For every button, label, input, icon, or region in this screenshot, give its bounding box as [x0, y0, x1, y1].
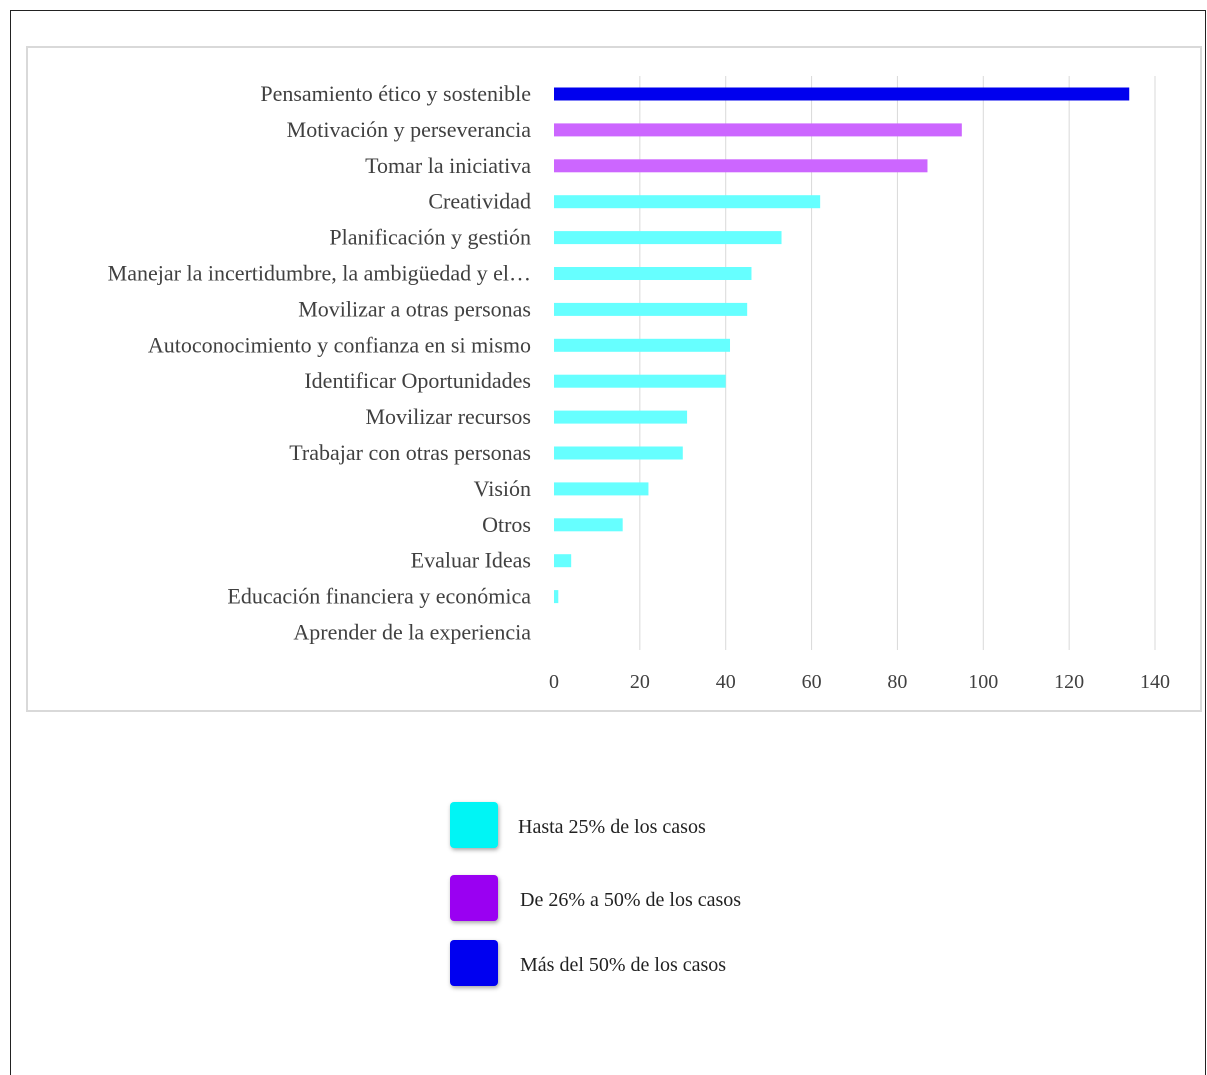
category-label-15: Aprender de la experiencia [293, 620, 531, 645]
category-label-7: Autoconocimiento y confianza en si mismo [148, 332, 531, 357]
legend-item-high: Más del 50% de los casos [448, 940, 868, 988]
legend-item-mid: De 26% a 50% de los casos [448, 875, 868, 923]
category-label-2: Tomar la iniciativa [365, 153, 531, 178]
category-label-13: Evaluar Ideas [411, 548, 531, 573]
category-label-11: Visión [474, 476, 531, 501]
x-tick-label-60: 60 [802, 671, 822, 693]
bar-5 [554, 267, 752, 280]
bar-6 [554, 302, 748, 316]
category-label-0: Pensamiento ético y sostenible [260, 81, 531, 106]
category-label-6: Movilizar a otras personas [298, 296, 531, 321]
bar-2 [554, 159, 928, 173]
category-label-4: Planificación y gestión [329, 225, 531, 250]
bar-1 [554, 123, 962, 137]
category-label-1: Motivación y perseverancia [287, 117, 532, 142]
x-tick-label-0: 0 [549, 671, 559, 693]
legend-swatch-mid [450, 875, 498, 921]
x-tick-label-100: 100 [968, 671, 998, 693]
outer-frame [10, 10, 1206, 1075]
category-label-14: Educación financiera y económica [227, 584, 531, 609]
category-label-12: Otros [482, 512, 531, 537]
bar-8 [554, 374, 726, 388]
x-tick-label-80: 80 [887, 671, 907, 693]
bar-0 [554, 87, 1130, 101]
x-tick-label-20: 20 [630, 671, 650, 693]
legend-label-high: Más del 50% de los casos [520, 954, 727, 976]
category-label-8: Identificar Oportunidades [304, 368, 531, 393]
legend-item-low: Hasta 25% de los casos [448, 802, 868, 850]
legend-label-mid: De 26% a 50% de los casos [520, 889, 742, 911]
category-label-9: Movilizar recursos [365, 404, 531, 429]
legend-swatch-low [450, 802, 498, 848]
category-label-10: Trabajar con otras personas [289, 440, 531, 465]
legend-swatch-high [450, 940, 498, 986]
bar-9 [554, 410, 688, 424]
bar-4 [554, 231, 782, 245]
category-label-3: Creatividad [428, 189, 531, 214]
x-tick-label-40: 40 [716, 671, 736, 693]
bar-11 [554, 482, 649, 496]
x-tick-label-120: 120 [1054, 671, 1084, 693]
bar-12 [554, 518, 623, 532]
x-tick-label-140: 140 [1140, 671, 1170, 693]
bar-14 [554, 590, 559, 604]
bar-13 [554, 554, 572, 568]
legend: Hasta 25% de los casos De 26% a 50% de l… [448, 800, 868, 1000]
bar-10 [554, 446, 683, 460]
bar-7 [554, 338, 731, 352]
bar-3 [554, 195, 821, 209]
category-label-5: Manejar la incertidumbre, la ambigüedad … [108, 261, 531, 286]
bar-chart: 0 20 40 60 80 100 120 140 Pensamiento ético y so… [108, 76, 1170, 693]
legend-label-low: Hasta 25% de los casos [518, 816, 706, 838]
